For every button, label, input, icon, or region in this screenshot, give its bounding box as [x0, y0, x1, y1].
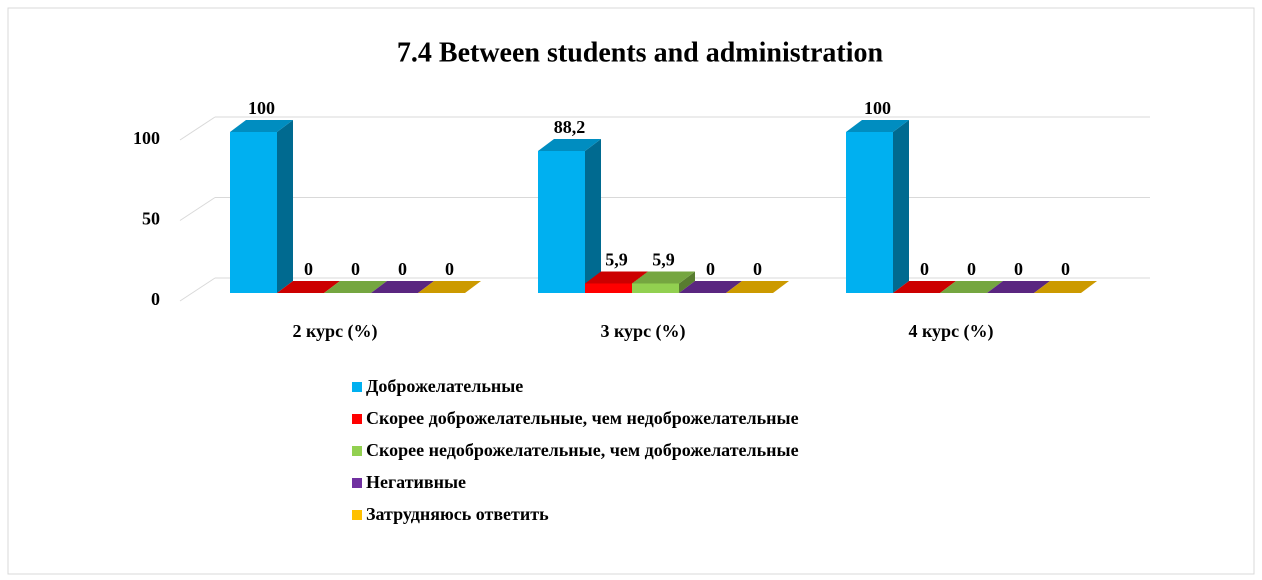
grid-line — [179, 197, 216, 221]
bar-side — [277, 120, 293, 293]
bar-top — [230, 120, 293, 132]
bar-top — [585, 271, 648, 284]
bar-top — [893, 281, 956, 293]
bar-top — [726, 281, 789, 293]
bar-front — [585, 283, 632, 293]
data-label: 0 — [304, 259, 313, 279]
legend-label: Доброжелательные — [366, 376, 523, 396]
legend-label: Негативные — [366, 472, 466, 492]
legend-swatch — [352, 414, 362, 424]
data-label: 0 — [398, 259, 407, 279]
legend-label: Затрудняюсь ответить — [366, 504, 549, 524]
chart-title: 7.4 Between students and administration — [397, 37, 884, 68]
legend-label: Скорее доброжелательные, чем недоброжела… — [366, 408, 799, 428]
bar-top — [277, 281, 340, 293]
data-label: 5,9 — [652, 250, 675, 270]
data-label: 0 — [1061, 259, 1070, 279]
bar-top — [987, 281, 1050, 293]
legend-swatch — [352, 382, 362, 392]
data-label: 0 — [753, 259, 762, 279]
bar-side — [679, 271, 695, 293]
data-label: 0 — [1014, 259, 1023, 279]
bar-side — [585, 138, 601, 293]
x-tick-label: 4 курс (%) — [908, 321, 993, 342]
bar-top — [940, 281, 1003, 293]
bar-front — [846, 132, 893, 293]
bar-top — [679, 281, 742, 293]
data-label: 0 — [445, 259, 454, 279]
legend-swatch — [352, 478, 362, 488]
grid-line — [179, 116, 216, 141]
data-label: 100 — [864, 98, 891, 118]
data-label: 0 — [967, 259, 976, 279]
legend-swatch — [352, 446, 362, 456]
data-label: 100 — [248, 98, 275, 118]
bar-top — [371, 281, 434, 293]
legend-label: Скорее недоброжелательные, чем доброжела… — [366, 440, 799, 460]
bar-front — [538, 150, 585, 293]
bar-top — [538, 138, 601, 151]
data-label: 0 — [351, 259, 360, 279]
grid-line — [179, 277, 216, 302]
x-tick-label: 3 курс (%) — [600, 321, 685, 342]
legend-swatch — [352, 510, 362, 520]
bar-top — [324, 281, 387, 293]
bar-top — [418, 281, 481, 293]
bar-front — [230, 132, 277, 293]
x-tick-label: 2 курс (%) — [292, 321, 377, 342]
bar-top — [1034, 281, 1097, 293]
bar-side — [893, 120, 909, 293]
data-label: 5,9 — [605, 250, 628, 270]
bar-front — [632, 283, 679, 293]
bar-top — [632, 271, 695, 284]
data-label: 0 — [920, 259, 929, 279]
y-tick-label: 50 — [142, 209, 160, 229]
bar-top — [846, 120, 909, 132]
y-tick-label: 0 — [151, 289, 160, 309]
data-label: 0 — [706, 259, 715, 279]
y-tick-label: 100 — [133, 128, 160, 148]
data-label: 88,2 — [554, 117, 586, 137]
